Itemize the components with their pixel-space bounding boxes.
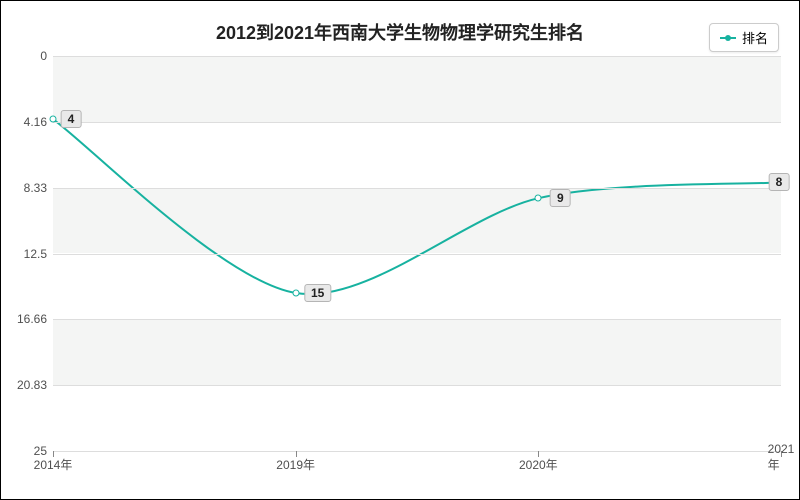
x-axis-label: 2019年 — [276, 456, 315, 473]
legend: 排名 — [709, 23, 779, 52]
legend-marker — [720, 37, 736, 39]
grid-line — [53, 188, 781, 189]
chart-container: 2012到2021年西南大学生物物理学研究生排名 排名 04.168.3312.… — [0, 0, 800, 500]
data-label: 9 — [550, 189, 571, 207]
y-axis-label: 16.66 — [9, 312, 47, 326]
data-point — [50, 116, 57, 123]
y-axis-label: 0 — [9, 49, 47, 63]
x-axis-label: 2014年 — [34, 456, 73, 473]
data-label: 15 — [304, 284, 331, 302]
grid-line — [53, 451, 781, 452]
data-label: 8 — [769, 173, 790, 191]
x-axis-label: 2020年 — [519, 456, 558, 473]
series-line — [53, 119, 781, 294]
grid-line — [53, 319, 781, 320]
y-axis-label: 12.5 — [9, 247, 47, 261]
data-point — [535, 195, 542, 202]
y-axis-label: 4.16 — [9, 115, 47, 129]
legend-label: 排名 — [742, 28, 768, 47]
chart-title: 2012到2021年西南大学生物物理学研究生排名 — [216, 19, 584, 45]
y-axis-label: 8.33 — [9, 181, 47, 195]
grid-line — [53, 56, 781, 57]
x-axis-label: 2021年 — [768, 442, 795, 473]
grid-line — [53, 385, 781, 386]
y-axis-label: 20.83 — [9, 378, 47, 392]
plot-area: 04.168.3312.516.6620.83252014年2019年2020年… — [53, 56, 781, 451]
grid-line — [53, 254, 781, 255]
grid-line — [53, 122, 781, 123]
data-label: 4 — [61, 110, 82, 128]
data-point — [292, 290, 299, 297]
